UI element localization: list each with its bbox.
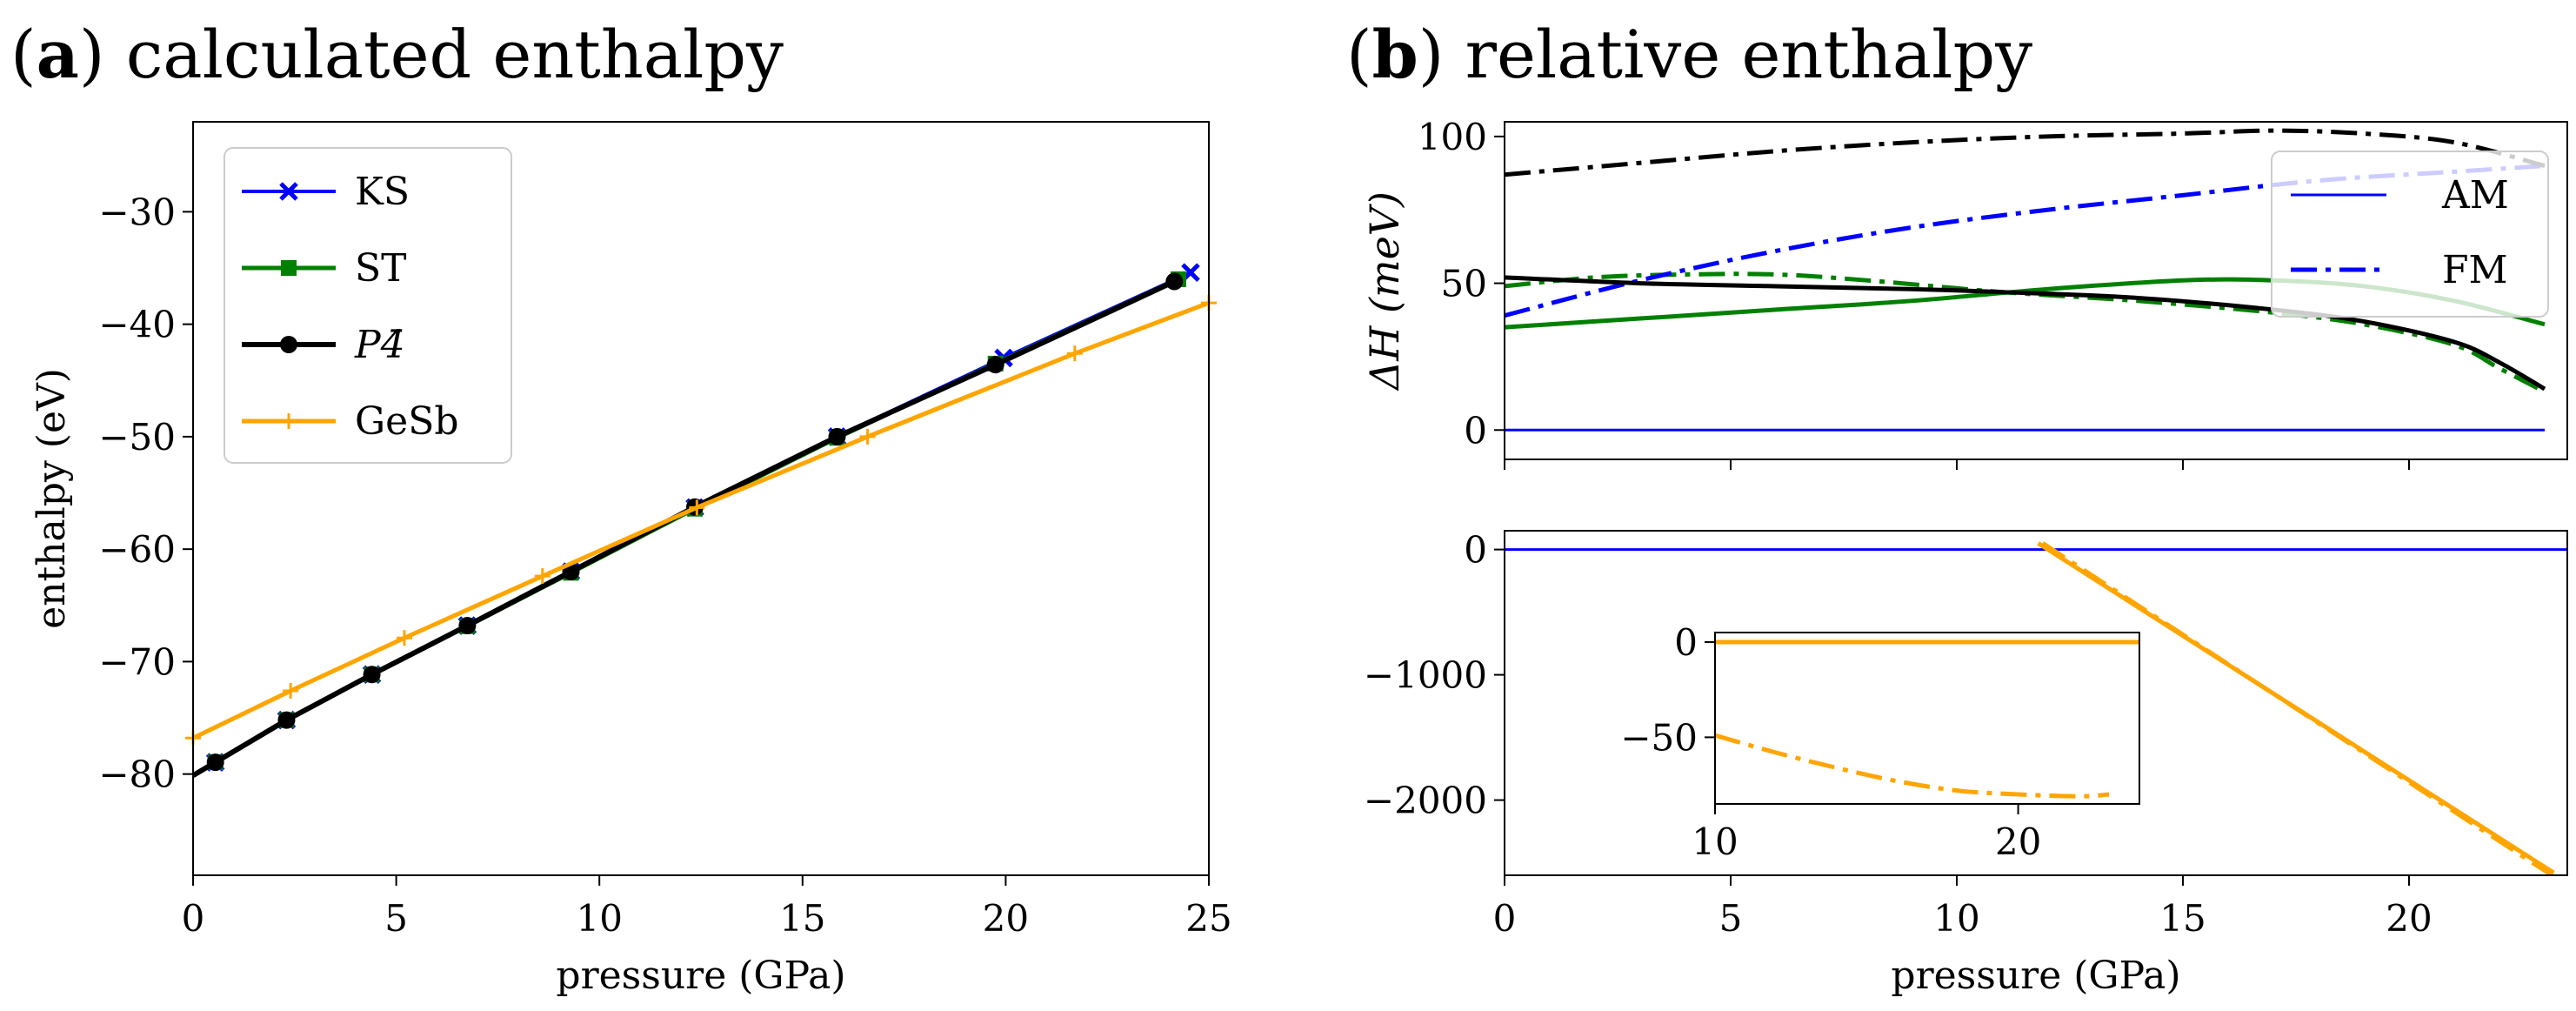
a-legend-label-P4̄: P4̄ [354, 323, 405, 367]
a-y-tick-label: −50 [98, 416, 176, 459]
b-top-line-FM [1505, 164, 2546, 318]
a-point-P4̄ [363, 666, 381, 684]
a-point-GeSb [534, 568, 551, 585]
b-legend-box [2271, 151, 2549, 318]
a-point-P4̄ [1165, 272, 1184, 291]
inset-line-GeSb (FM) [1715, 733, 2110, 799]
a-x-tick-label: 25 [1185, 897, 1231, 940]
a-y-tick-label: −80 [98, 753, 176, 796]
b-bottom-y-tick-label: −2000 [1364, 780, 1487, 822]
a-point-GeSb [1066, 345, 1083, 362]
b-x-axis-label: pressure (GPa) [1891, 954, 2180, 998]
a-legend-label-KS: KS [355, 170, 410, 214]
b-top-plot-frame [1504, 121, 2568, 460]
b-y-axis-label: ΔH (meV) [1361, 191, 1408, 392]
b-top-line-ST (FM) [1505, 271, 2546, 394]
inset-frame [1714, 632, 2140, 805]
b-top-y-tick-label: 50 [1441, 263, 1487, 305]
b-legend-label-AM: AM [2441, 173, 2509, 218]
a-point-P4̄ [277, 711, 296, 729]
panel-a-label: a [36, 16, 79, 93]
panel-a-title: (a) calculated enthalpy [10, 16, 784, 93]
a-y-tick-label: −60 [98, 528, 176, 571]
b-top-y-tick-label: 100 [1418, 116, 1487, 158]
b-bottom-x-tick-label: 15 [2159, 897, 2206, 940]
a-x-tick-label: 15 [779, 897, 825, 940]
a-legend-marker-GeSb [281, 413, 297, 429]
b-bottom-x-tick-label: 0 [1493, 897, 1517, 940]
panel-a-title-text: calculated enthalpy [125, 16, 784, 93]
a-y-tick-label: −40 [98, 304, 176, 346]
b-bottom-y-tick-label: −1000 [1364, 654, 1487, 697]
a-legend-label-ST: ST [355, 246, 407, 291]
b-bottom-line-GeSb (FM) [2041, 541, 2555, 875]
inset-series-group [1715, 639, 2139, 799]
a-x-axis-label: pressure (GPa) [556, 954, 845, 998]
b-bottom-series-group [1505, 541, 2567, 875]
a-legend-marker-ST [281, 260, 297, 276]
b-top-line-P4̄ (FM) [1505, 128, 2546, 177]
a-x-tick-label: 5 [384, 897, 408, 940]
inset-x-tick-label: 20 [1995, 820, 2041, 863]
a-y-tick-label: −30 [98, 191, 176, 233]
b-top-y-tick-label: 0 [1464, 409, 1487, 452]
a-y-tick-label: −70 [98, 640, 176, 683]
inset-x-tick-label: 10 [1692, 820, 1738, 863]
a-point-GeSb [396, 630, 412, 646]
inset-y-tick-label: −50 [1620, 716, 1698, 759]
a-point-GeSb [859, 428, 876, 445]
a-series-line-GeSb [191, 300, 1210, 740]
b-top-series-group [1505, 128, 2546, 432]
a-legend-box [224, 147, 512, 464]
b-top-line-P4̄ (AM) [1505, 275, 2546, 392]
inset-y-tick-label: 0 [1674, 621, 1698, 664]
b-bottom-x-tick-label: 5 [1719, 897, 1743, 940]
a-x-tick-label: 10 [576, 897, 622, 940]
a-point-P4̄ [986, 356, 1004, 374]
b-bottom-x-tick-label: 20 [2386, 897, 2432, 940]
a-point-P4̄ [828, 427, 846, 445]
panel-b-title-text: relative enthalpy [1465, 16, 2033, 93]
a-legend-marker-KS [279, 182, 298, 201]
a-point-GeSb [283, 683, 299, 700]
b-bottom-x-tick-label: 10 [1933, 897, 1979, 940]
b-legend-label-FM: FM [2442, 248, 2508, 292]
a-legend-marker-P4̄ [280, 336, 297, 353]
panel-b-label: b [1371, 16, 1418, 93]
panel-b-title: (b) relative enthalpy [1346, 16, 2033, 93]
a-point-P4̄ [458, 617, 477, 635]
a-series-line-P4̄ [191, 278, 1176, 778]
a-point-P4̄ [206, 753, 224, 772]
a-legend-label-GeSb: GeSb [355, 399, 459, 444]
inset-background [1715, 633, 2139, 804]
a-point-GeSb [689, 499, 705, 516]
b-bottom-plot-frame [1504, 530, 2568, 876]
a-plot-frame [192, 121, 1210, 876]
b-bottom-y-tick-label: 0 [1464, 529, 1487, 572]
a-x-tick-label: 20 [983, 897, 1029, 940]
a-y-axis-label: enthalpy (eV) [30, 368, 74, 629]
a-x-tick-label: 0 [182, 897, 205, 940]
